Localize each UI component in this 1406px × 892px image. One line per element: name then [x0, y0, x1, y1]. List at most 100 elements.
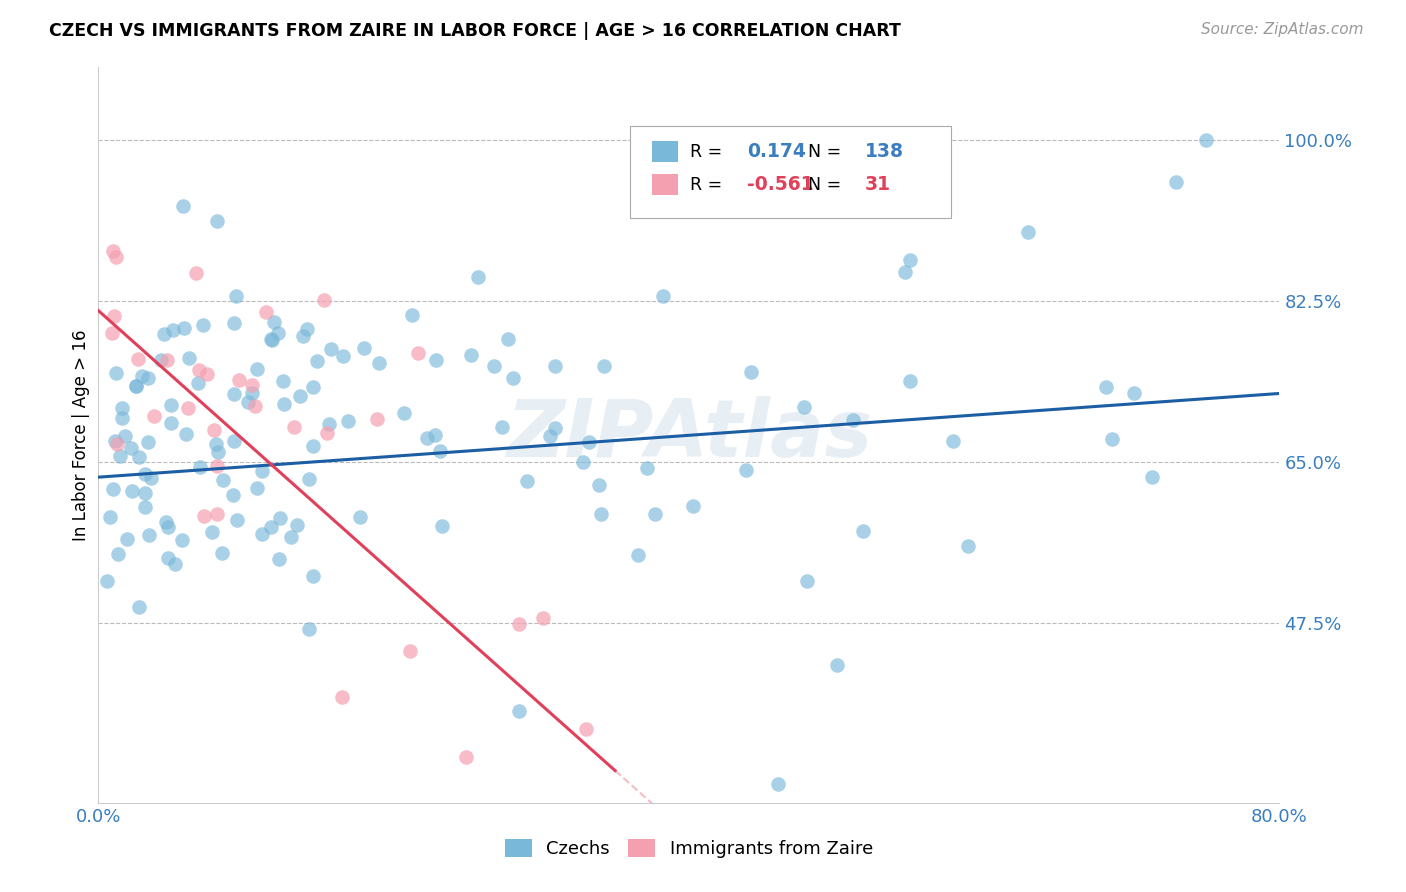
- Point: [644, 507, 666, 521]
- Point: [330, 690, 353, 704]
- Point: [153, 327, 176, 342]
- Point: [508, 704, 530, 718]
- Point: [150, 352, 173, 367]
- Point: [177, 401, 200, 415]
- Point: [332, 349, 354, 363]
- Point: [593, 359, 616, 373]
- Point: [96, 574, 118, 589]
- Point: [211, 474, 233, 488]
- Point: [101, 483, 124, 497]
- Point: [496, 332, 519, 346]
- Point: [115, 532, 138, 546]
- Point: [260, 332, 283, 346]
- Point: [825, 657, 848, 672]
- Point: [104, 366, 127, 380]
- Point: [796, 574, 818, 588]
- Point: [773, 198, 796, 212]
- Point: [103, 244, 125, 258]
- Point: [353, 342, 375, 356]
- Point: [187, 376, 209, 390]
- Point: [250, 463, 273, 477]
- Point: [188, 363, 211, 377]
- Point: [271, 374, 294, 388]
- Text: R =: R =: [690, 143, 723, 161]
- Point: [173, 320, 195, 334]
- Point: [508, 617, 530, 632]
- Point: [155, 353, 177, 368]
- Point: [120, 441, 142, 455]
- Point: [1195, 133, 1218, 147]
- Point: [127, 352, 149, 367]
- Point: [240, 386, 263, 401]
- Point: [207, 445, 229, 459]
- Point: [228, 373, 250, 387]
- Point: [283, 420, 305, 434]
- Point: [222, 387, 245, 401]
- Point: [578, 434, 600, 449]
- Point: [467, 270, 489, 285]
- Point: [136, 371, 159, 385]
- Point: [242, 377, 264, 392]
- Point: [349, 509, 371, 524]
- Point: [254, 304, 277, 318]
- Point: [125, 379, 148, 393]
- Bar: [652, 141, 678, 161]
- Point: [225, 513, 247, 527]
- Point: [105, 437, 128, 451]
- Point: [101, 326, 124, 341]
- Point: [280, 530, 302, 544]
- Text: 138: 138: [865, 142, 904, 161]
- Point: [502, 371, 524, 385]
- Legend: Czechs, Immigrants from Zaire: Czechs, Immigrants from Zaire: [498, 831, 880, 865]
- Point: [165, 557, 187, 571]
- Text: 0.174: 0.174: [747, 142, 806, 161]
- Point: [205, 458, 228, 473]
- Point: [205, 214, 228, 228]
- Point: [121, 484, 143, 499]
- Point: [162, 323, 184, 337]
- Point: [1166, 175, 1188, 189]
- Point: [111, 401, 134, 415]
- Point: [138, 434, 160, 449]
- Point: [315, 425, 337, 440]
- Point: [416, 430, 439, 444]
- Point: [366, 412, 388, 426]
- Point: [188, 459, 211, 474]
- Point: [193, 318, 215, 332]
- Point: [105, 250, 128, 264]
- Point: [898, 374, 921, 388]
- Point: [900, 253, 922, 268]
- Point: [394, 406, 416, 420]
- Point: [893, 265, 915, 279]
- Point: [236, 395, 259, 409]
- Point: [207, 507, 229, 521]
- Point: [290, 389, 312, 403]
- Point: [221, 488, 243, 502]
- Point: [128, 450, 150, 465]
- Point: [301, 380, 323, 394]
- Point: [430, 519, 453, 533]
- Point: [103, 310, 125, 324]
- Point: [636, 461, 658, 475]
- Point: [942, 434, 965, 448]
- Point: [531, 610, 554, 624]
- Point: [1101, 433, 1123, 447]
- Point: [252, 527, 274, 541]
- Point: [575, 723, 598, 737]
- Point: [260, 520, 283, 534]
- Point: [337, 414, 360, 428]
- Point: [793, 400, 815, 414]
- Point: [266, 326, 288, 340]
- Point: [460, 348, 482, 362]
- Point: [740, 365, 762, 379]
- Point: [195, 367, 218, 381]
- Point: [1122, 386, 1144, 401]
- Point: [285, 518, 308, 533]
- Point: [128, 600, 150, 615]
- Point: [292, 329, 315, 343]
- Point: [107, 547, 129, 561]
- Text: CZECH VS IMMIGRANTS FROM ZAIRE IN LABOR FORCE | AGE > 16 CORRELATION CHART: CZECH VS IMMIGRANTS FROM ZAIRE IN LABOR …: [49, 22, 901, 40]
- Point: [399, 644, 422, 658]
- Point: [131, 369, 153, 384]
- Point: [108, 449, 131, 463]
